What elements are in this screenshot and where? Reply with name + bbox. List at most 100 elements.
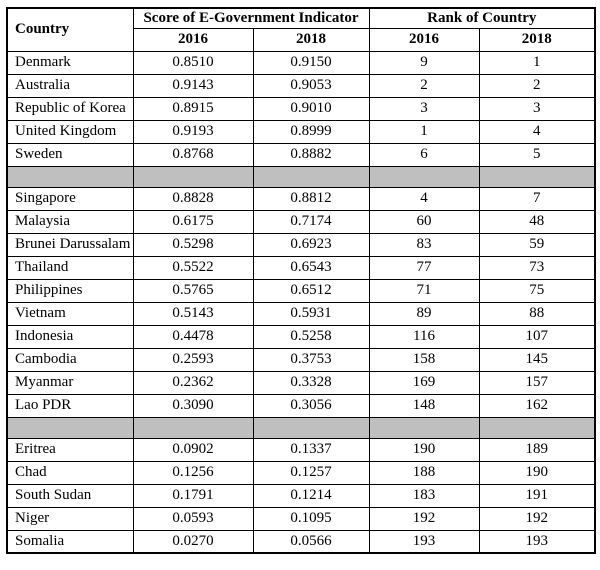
country-cell: Philippines xyxy=(6,278,134,303)
rank-2016-cell: 158 xyxy=(368,347,480,372)
separator-cell xyxy=(252,165,370,188)
rank-2016-cell: 6 xyxy=(368,142,480,167)
country-cell: United Kingdom xyxy=(6,119,134,144)
rank-2018-cell: 4 xyxy=(478,119,596,144)
table-row: South Sudan 0.1791 0.1214 183 191 xyxy=(6,483,596,508)
table-row: Eritrea 0.0902 0.1337 190 189 xyxy=(6,437,596,462)
rank-2016-cell: 169 xyxy=(368,370,480,395)
country-cell: Thailand xyxy=(6,255,134,280)
score-2018-cell: 0.3753 xyxy=(252,347,370,372)
rank-2016-cell: 183 xyxy=(368,483,480,508)
score-2016-cell: 0.2593 xyxy=(132,347,254,372)
score-2016-cell: 0.0593 xyxy=(132,506,254,531)
rank-2016-cell: 9 xyxy=(368,50,480,75)
country-cell: Indonesia xyxy=(6,324,134,349)
column-header-rank-2018: 2018 xyxy=(478,27,596,52)
separator-cell xyxy=(252,416,370,439)
rank-2018-cell: 2 xyxy=(478,73,596,98)
country-cell: Eritrea xyxy=(6,437,134,462)
score-2018-cell: 0.9150 xyxy=(252,50,370,75)
score-2016-cell: 0.1791 xyxy=(132,483,254,508)
rank-2018-cell: 162 xyxy=(478,393,596,418)
rank-2018-cell: 3 xyxy=(478,96,596,121)
score-2018-cell: 0.1095 xyxy=(252,506,370,531)
table-row: Cambodia 0.2593 0.3753 158 145 xyxy=(6,347,596,372)
table-body: Denmark 0.8510 0.9150 9 1 Australia 0.9143 0.90… xyxy=(6,50,596,554)
country-cell: Australia xyxy=(6,73,134,98)
rank-2016-cell: 190 xyxy=(368,437,480,462)
rank-2018-cell: 48 xyxy=(478,209,596,234)
rank-2018-cell: 1 xyxy=(478,50,596,75)
table-row: Lao PDR 0.3090 0.3056 148 162 xyxy=(6,393,596,418)
country-cell: Cambodia xyxy=(6,347,134,372)
score-2016-cell: 0.5298 xyxy=(132,232,254,257)
country-cell: South Sudan xyxy=(6,483,134,508)
rank-2016-cell: 2 xyxy=(368,73,480,98)
separator-row xyxy=(6,165,596,188)
rank-2016-cell: 148 xyxy=(368,393,480,418)
separator-cell xyxy=(6,165,134,188)
rank-2018-cell: 193 xyxy=(478,529,596,554)
table-row: Philippines 0.5765 0.6512 71 75 xyxy=(6,278,596,303)
score-2016-cell: 0.5143 xyxy=(132,301,254,326)
country-cell: Denmark xyxy=(6,50,134,75)
column-header-rank-2016: 2016 xyxy=(368,27,480,52)
score-2016-cell: 0.5522 xyxy=(132,255,254,280)
rank-2016-cell: 1 xyxy=(368,119,480,144)
rank-2016-cell: 4 xyxy=(368,186,480,211)
table-row: Chad 0.1256 0.1257 188 190 xyxy=(6,460,596,485)
score-2018-cell: 0.3056 xyxy=(252,393,370,418)
header-year-row: 2016 2018 2016 2018 xyxy=(7,27,596,52)
table-row: Myanmar 0.2362 0.3328 169 157 xyxy=(6,370,596,395)
rank-2018-cell: 88 xyxy=(478,301,596,326)
score-2016-cell: 0.8828 xyxy=(132,186,254,211)
country-cell: Republic of Korea xyxy=(6,96,134,121)
separator-cell xyxy=(132,165,254,188)
rank-2018-cell: 190 xyxy=(478,460,596,485)
rank-2016-cell: 89 xyxy=(368,301,480,326)
rank-2016-cell: 193 xyxy=(368,529,480,554)
rank-2016-cell: 83 xyxy=(368,232,480,257)
score-2018-cell: 0.8999 xyxy=(252,119,370,144)
rank-2018-cell: 192 xyxy=(478,506,596,531)
score-2016-cell: 0.0270 xyxy=(132,529,254,554)
egov-indicator-table: Country Score of E-Government Indicator … xyxy=(6,7,597,554)
score-2016-cell: 0.6175 xyxy=(132,209,254,234)
score-2016-cell: 0.9143 xyxy=(132,73,254,98)
score-2016-cell: 0.0902 xyxy=(132,437,254,462)
table-row: Somalia 0.0270 0.0566 193 193 xyxy=(6,529,596,554)
table-row: Niger 0.0593 0.1095 192 192 xyxy=(6,506,596,531)
column-header-score-2016: 2016 xyxy=(132,27,254,52)
score-2016-cell: 0.2362 xyxy=(132,370,254,395)
country-cell: Singapore xyxy=(6,186,134,211)
rank-2018-cell: 5 xyxy=(478,142,596,167)
rank-2018-cell: 107 xyxy=(478,324,596,349)
score-2018-cell: 0.7174 xyxy=(252,209,370,234)
score-2016-cell: 0.1256 xyxy=(132,460,254,485)
separator-cell xyxy=(478,416,596,439)
table-row: Australia 0.9143 0.9053 2 2 xyxy=(6,73,596,98)
score-2018-cell: 0.9053 xyxy=(252,73,370,98)
rank-2018-cell: 189 xyxy=(478,437,596,462)
table-row: United Kingdom 0.9193 0.8999 1 4 xyxy=(6,119,596,144)
table-row: Vietnam 0.5143 0.5931 89 88 xyxy=(6,301,596,326)
score-2018-cell: 0.5258 xyxy=(252,324,370,349)
rank-2018-cell: 59 xyxy=(478,232,596,257)
separator-row xyxy=(6,416,596,439)
country-cell: Brunei Darussalam xyxy=(6,232,134,257)
separator-cell xyxy=(132,416,254,439)
score-2018-cell: 0.1257 xyxy=(252,460,370,485)
score-2016-cell: 0.8510 xyxy=(132,50,254,75)
score-2018-cell: 0.1337 xyxy=(252,437,370,462)
score-2018-cell: 0.3328 xyxy=(252,370,370,395)
separator-cell xyxy=(6,416,134,439)
score-2018-cell: 0.0566 xyxy=(252,529,370,554)
column-header-score-2018: 2018 xyxy=(252,27,370,52)
table-row: Malaysia 0.6175 0.7174 60 48 xyxy=(6,209,596,234)
score-2018-cell: 0.9010 xyxy=(252,96,370,121)
score-2016-cell: 0.8915 xyxy=(132,96,254,121)
country-cell: Niger xyxy=(6,506,134,531)
rank-2016-cell: 116 xyxy=(368,324,480,349)
header-group-row: Country Score of E-Government Indicator … xyxy=(6,7,596,52)
column-header-rank-group: Rank of Country xyxy=(368,7,596,29)
